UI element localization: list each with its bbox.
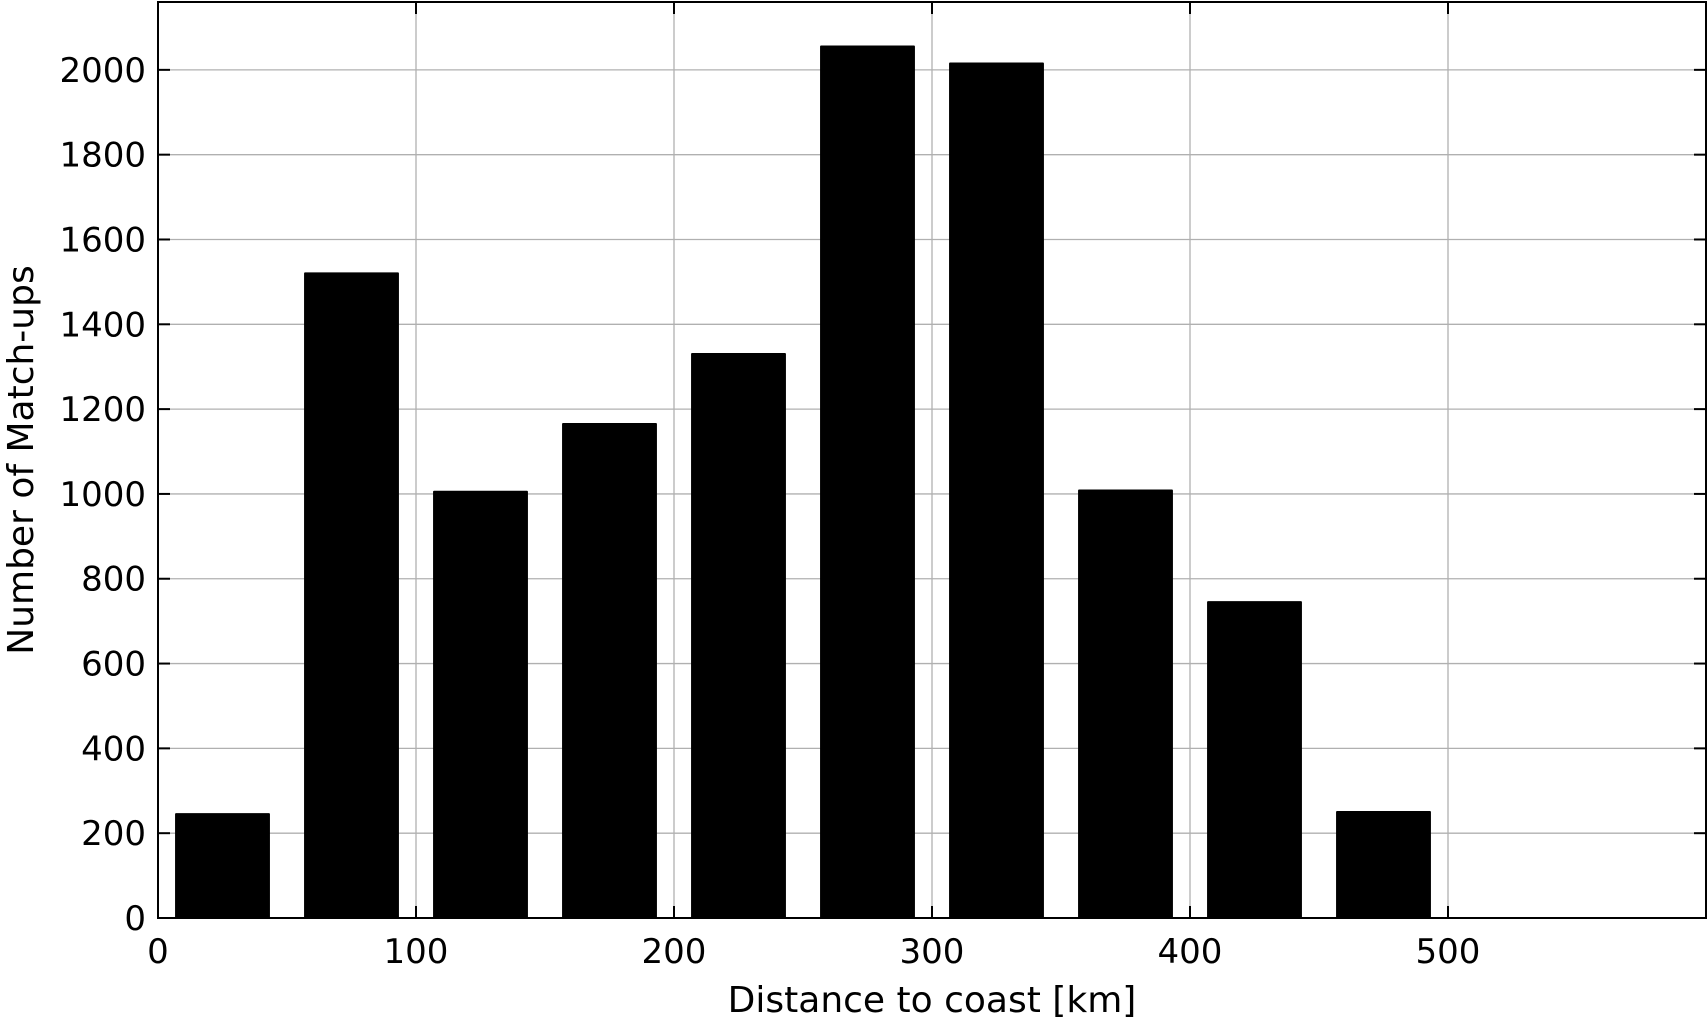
x-tick-label: 0 — [147, 932, 169, 972]
bar — [1207, 601, 1302, 919]
bar — [1336, 810, 1431, 920]
y-tick-label: 2000 — [59, 51, 146, 91]
y-tick-label: 800 — [81, 560, 146, 600]
x-tick-label: 200 — [642, 932, 707, 972]
x-tick-label: 500 — [1416, 932, 1481, 972]
y-tick-label: 0 — [124, 899, 146, 939]
x-axis-label: Distance to coast [km] — [728, 980, 1137, 1021]
y-tick-label: 1600 — [59, 220, 146, 260]
y-tick-labels: 0 200 400 600 800 1000 1200 1400 1600 1800 2000 — [59, 51, 146, 939]
plot-frame — [157, 1, 1707, 919]
x-tick-label: 300 — [900, 932, 965, 972]
bar — [562, 422, 657, 919]
x-tick-labels: 0 100 200 300 400 500 — [147, 932, 1480, 972]
y-tick-label: 1800 — [59, 136, 146, 176]
y-tick-label: 1200 — [59, 390, 146, 430]
y-tick-label: 400 — [81, 729, 146, 769]
bar — [1078, 489, 1173, 919]
x-tick-label: 400 — [1158, 932, 1223, 972]
y-tick-label: 1000 — [59, 475, 146, 515]
bar — [949, 62, 1044, 920]
bar — [304, 272, 399, 919]
grid-lines — [158, 2, 1706, 918]
y-tick-label: 200 — [81, 814, 146, 854]
bar — [820, 45, 915, 920]
bars — [175, 45, 1431, 920]
bar — [175, 813, 270, 920]
bar — [691, 352, 786, 919]
y-axis-label: Number of Match-ups — [1, 265, 42, 654]
y-tick-label: 600 — [81, 645, 146, 685]
x-tick-label: 100 — [384, 932, 449, 972]
y-tick-label: 1400 — [59, 305, 146, 345]
bar — [433, 490, 528, 919]
